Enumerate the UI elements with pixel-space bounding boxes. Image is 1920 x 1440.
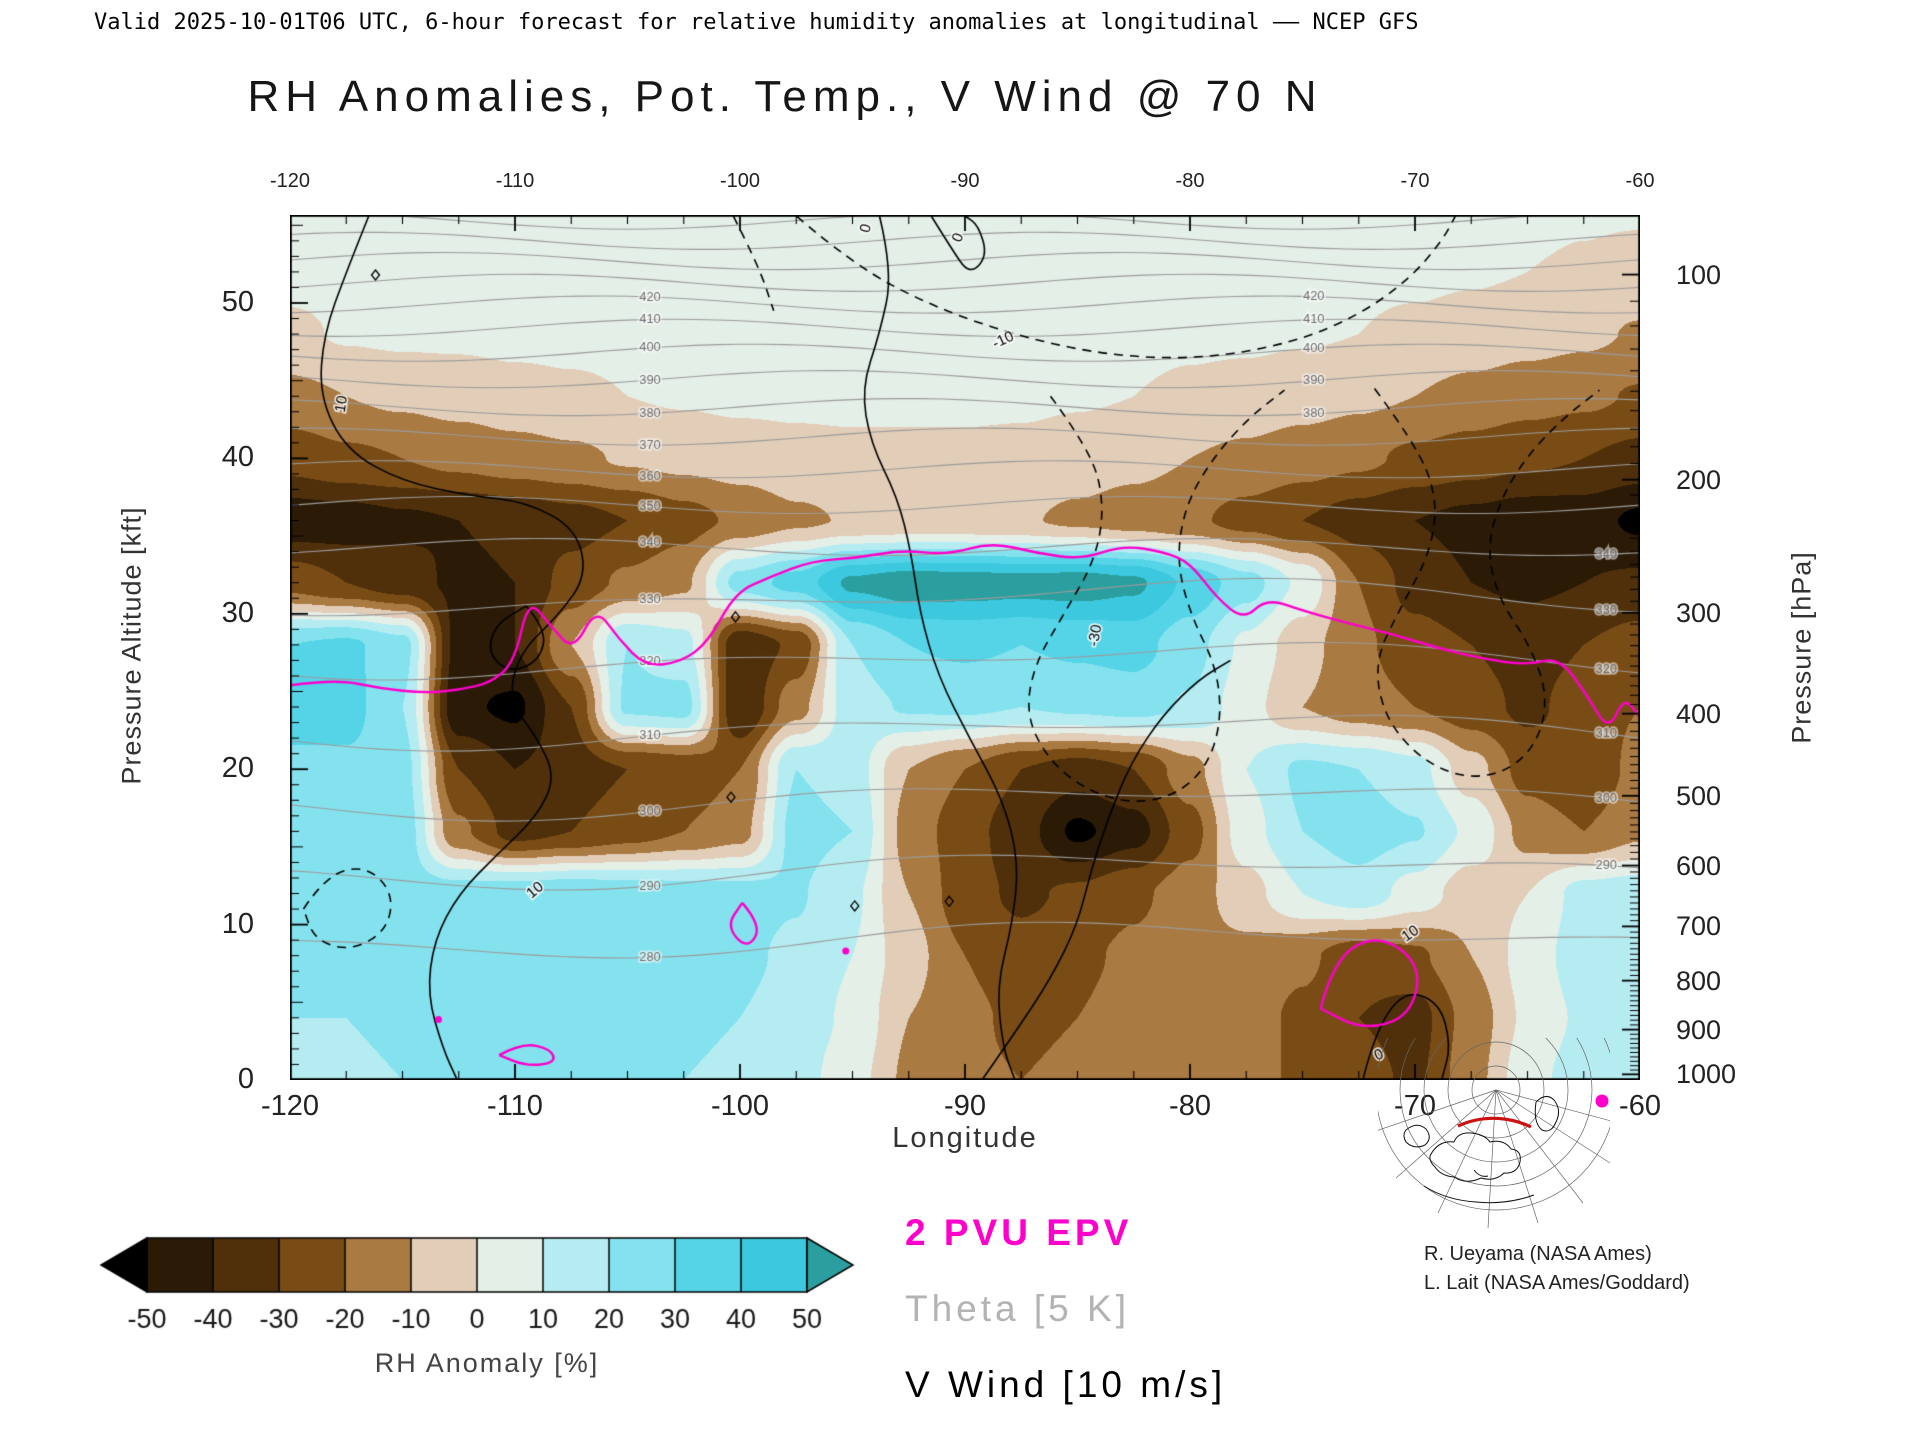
y-axis-title-right: Pressure [hPa]: [1786, 551, 1817, 744]
tick-label: 700: [1676, 911, 1722, 942]
tick-label: 10: [221, 907, 254, 940]
tick-label: 400: [1676, 698, 1722, 729]
map-location-marker: [1595, 1094, 1609, 1108]
tick-label: 100: [1676, 259, 1722, 290]
tick-label: 300: [1676, 597, 1722, 628]
tick-label: -70: [1400, 170, 1430, 192]
tick-label: -120: [260, 1090, 320, 1122]
tick-label: 200: [1676, 464, 1722, 495]
tick-label: -120: [269, 170, 311, 192]
plot-canvas: [290, 215, 1640, 1080]
tick-label: -80: [1169, 1090, 1211, 1122]
x-axis-title: Longitude: [892, 1122, 1038, 1154]
colorbar-title: RH Anomaly [%]: [374, 1348, 600, 1378]
header-text: Valid 2025-10-01T06 UTC, 6-hour forecast…: [94, 10, 1419, 35]
legend-vwind-label: V Wind [10 m/s]: [905, 1364, 1227, 1405]
colorbar-canvas: [92, 1230, 882, 1345]
tick-label: 0: [237, 1063, 254, 1095]
tick-label: 50: [221, 286, 254, 318]
credit-line-1: R. Ueyama (NASA Ames): [1424, 1243, 1652, 1265]
tick-label: -90: [950, 170, 980, 192]
y-axis-title-left: Pressure Altitude [kft]: [116, 506, 147, 785]
map-graticule: [1378, 1038, 1610, 1229]
tick-label: -100: [719, 170, 761, 192]
legend-theta-label: Theta [5 K]: [905, 1288, 1130, 1329]
legend-epv-label: 2 PVU EPV: [905, 1212, 1133, 1253]
tick-label: 900: [1676, 1014, 1722, 1045]
tick-label: 500: [1676, 780, 1722, 811]
map-inset: [1378, 1038, 1610, 1229]
tick-label: -110: [487, 1090, 543, 1122]
plot-title: RH Anomalies, Pot. Temp., V Wind @ 70 N: [247, 72, 1323, 121]
tick-label: 20: [221, 752, 254, 785]
map-coastlines: [1403, 1096, 1560, 1204]
tick-label: 600: [1676, 850, 1722, 881]
tick-label: 800: [1676, 965, 1722, 996]
tick-label: -80: [1175, 170, 1205, 192]
tick-label: -100: [710, 1090, 770, 1122]
tick-label: 40: [221, 441, 254, 474]
tick-label: 1000: [1676, 1059, 1737, 1090]
tick-label: 30: [221, 596, 254, 629]
tick-label: -60: [1619, 1090, 1661, 1122]
map-70n-highlight: [1457, 1116, 1532, 1129]
tick-label: -90: [944, 1090, 986, 1122]
tick-label: -110: [495, 170, 535, 192]
tick-label: -60: [1625, 170, 1655, 192]
credit-line-2: L. Lait (NASA Ames/Goddard): [1424, 1272, 1690, 1294]
